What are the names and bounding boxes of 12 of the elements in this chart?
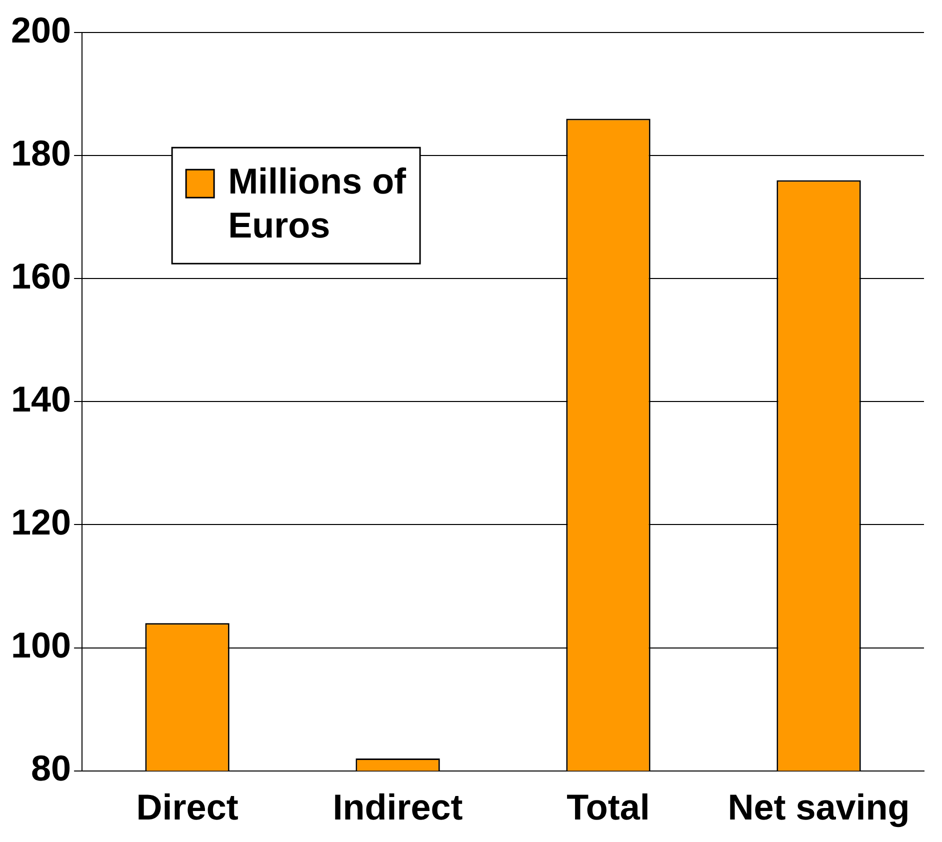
y-tick-label: 180 (10, 132, 72, 174)
y-tick-label: 80 (31, 748, 72, 789)
x-tick-label: Indirect (332, 786, 463, 828)
x-tick-label: Direct (136, 786, 238, 828)
y-tick-label: 100 (10, 624, 72, 666)
legend-label: Millions of Euros (228, 160, 408, 246)
y-tick-label: 120 (10, 502, 72, 543)
y-tick-label: 160 (10, 256, 72, 297)
y-tick-label: 200 (10, 10, 72, 51)
y-tick-label: 140 (10, 378, 72, 420)
x-tick-label: Total (566, 786, 650, 828)
x-tick-label: Net saving (728, 786, 910, 828)
